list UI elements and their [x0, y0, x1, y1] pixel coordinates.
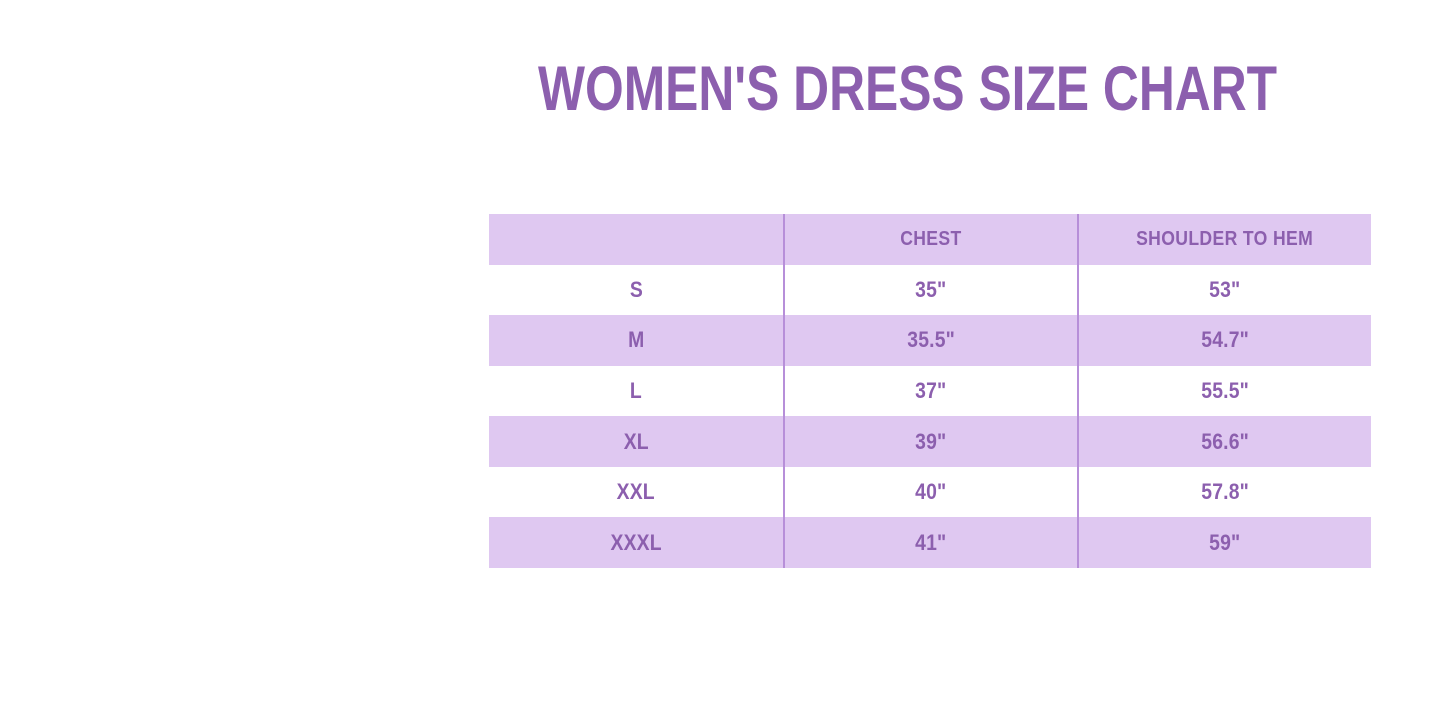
- shoulder-to-hem-cell: 53": [1077, 264, 1371, 316]
- shoulder-to-hem-cell: 56.6": [1077, 416, 1371, 467]
- column-header-chest: CHEST: [783, 214, 1077, 265]
- page-title: WOMEN'S DRESS SIZE CHART: [538, 54, 1278, 124]
- column-header-size: [489, 214, 783, 265]
- shoulder-to-hem-cell: 54.7": [1077, 315, 1371, 366]
- chest-cell: 40": [783, 466, 1077, 518]
- size-cell: M: [627, 327, 645, 353]
- shoulder-to-hem-cell: 55.5": [1077, 365, 1371, 417]
- table-row-xxl: XXL 40" 57.8": [489, 466, 1371, 518]
- shoulder-to-hem-cell: 57.8": [1077, 466, 1371, 518]
- size-cell: XL: [623, 428, 649, 454]
- chest-cell: 35": [783, 264, 1077, 316]
- chest-cell: 41": [783, 517, 1077, 568]
- size-cell: S: [629, 276, 643, 302]
- size-cell: L: [629, 377, 642, 403]
- size-cell: XXL: [616, 479, 656, 505]
- chest-cell: 39": [783, 416, 1077, 467]
- column-header-shoulder-to-hem: SHOULDER TO HEM: [1077, 214, 1371, 265]
- shoulder-to-hem-cell: 59": [1077, 517, 1371, 568]
- table-row-xxxl: XXXL 41" 59": [489, 517, 1371, 568]
- table-header-row: CHEST SHOULDER TO HEM: [489, 214, 1371, 265]
- chest-cell: 35.5": [783, 315, 1077, 366]
- table-row-m: M 35.5" 54.7": [489, 315, 1371, 366]
- chest-cell: 37": [783, 365, 1077, 417]
- table-row-xl: XL 39" 56.6": [489, 416, 1371, 467]
- table-row-s: S 35" 53": [489, 264, 1371, 316]
- size-chart-table: CHEST SHOULDER TO HEM S 35" 53" M 35.5" …: [489, 214, 1371, 568]
- table-row-l: L 37" 55.5": [489, 365, 1371, 417]
- size-cell: XXXL: [610, 529, 662, 555]
